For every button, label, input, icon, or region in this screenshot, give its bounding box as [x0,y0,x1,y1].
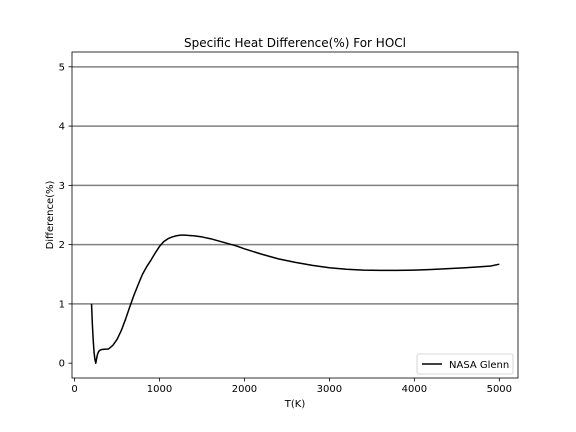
y-tick-label: 1 [59,299,65,310]
legend-label-nasa-glenn: NASA Glenn [449,360,509,371]
x-tick-label: 5000 [487,384,512,395]
y-tick-label: 4 [59,122,65,133]
x-tick-label: 1000 [147,384,172,395]
y-tick-label: 3 [59,181,65,192]
x-axis-label: T(K) [284,399,306,410]
series-line-nasa-glenn [90,234,500,364]
y-axis-ticks: 0 1 2 3 4 5 [59,62,72,370]
y-tick-label: 0 [59,359,65,370]
plot-frame [71,51,519,379]
x-tick-label: 0 [71,384,77,395]
horizontal-reference-lines [72,66,518,305]
x-axis-ticks: 0 1000 2000 3000 4000 5000 [71,378,512,395]
y-axis-label: Difference(%) [45,180,56,249]
x-tick-label: 2000 [232,384,257,395]
x-tick-label: 4000 [402,384,427,395]
y-tick-label: 5 [59,62,65,73]
series-layer [90,234,500,364]
legend-box [416,353,514,375]
x-tick-label: 3000 [317,384,342,395]
legend: NASA Glenn [416,353,514,375]
y-tick-label: 2 [59,240,65,251]
chart-title: Specific Heat Difference(%) For HOCl [184,36,406,50]
